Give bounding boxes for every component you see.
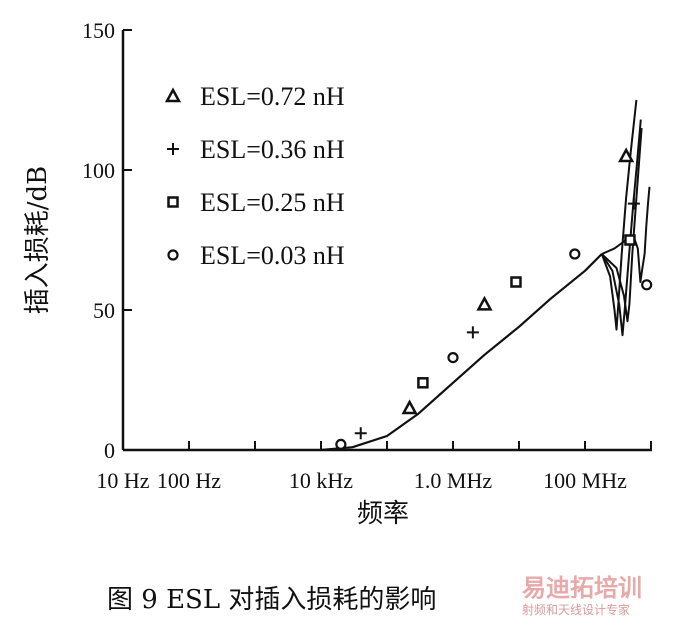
marker-triangle: [618, 147, 635, 163]
marker-square: [624, 234, 636, 246]
marker-circle: [641, 279, 653, 291]
series-lines: [320, 99, 651, 452]
legend-label: ESL=0.72 nH: [200, 82, 345, 111]
series-line-triangle: [600, 99, 638, 331]
x-ticks: 10 Hz 100 Hz 10 kHz 1.0 MHz 100 MHz: [96, 441, 652, 493]
x-tick-label: 10 Hz: [96, 468, 149, 493]
legend-label: ESL=0.36 nH: [200, 135, 345, 164]
watermark-sub: 射频和天线设计专家: [522, 602, 630, 617]
y-ticks: 0 50 100 150: [82, 18, 132, 463]
marker-plus: [354, 427, 367, 440]
y-tick-label: 0: [104, 438, 115, 463]
legend-label: ESL=0.03 nH: [200, 241, 345, 270]
x-tick-label: 100 MHz: [543, 468, 627, 493]
marker-triangle: [401, 399, 418, 415]
marker-square: [510, 276, 522, 288]
legend: ESL=0.72 nH ESL=0.36 nH ESL=0.25 nH ESL=0.0…: [164, 82, 345, 270]
caption: 图 9 ESL 对插入损耗的影响: [107, 585, 436, 615]
legend-marker-plus: [167, 143, 179, 155]
watermark-main: 易迪拓培训: [522, 574, 642, 602]
marker-circle: [447, 352, 459, 364]
y-axis-title: 插入损耗/dB: [23, 166, 53, 315]
x-tick-label: 1.0 MHz: [414, 468, 492, 493]
marker-circle: [335, 438, 347, 450]
series-line-plus: [600, 119, 642, 337]
series-line-circle: [601, 186, 651, 283]
y-tick-label: 100: [82, 158, 115, 183]
x-axis-title: 频率: [357, 499, 409, 529]
legend-marker-circle: [167, 249, 179, 261]
legend-marker-triangle: [164, 87, 182, 103]
y-tick-label: 50: [93, 298, 115, 323]
marker-triangle: [476, 295, 493, 311]
legend-label: ESL=0.25 nH: [200, 188, 345, 217]
y-tick-label: 150: [82, 18, 115, 43]
legend-marker-square: [167, 196, 179, 208]
x-tick-label: 10 kHz: [289, 468, 353, 493]
series-markers: [335, 147, 653, 450]
marker-plus: [466, 326, 479, 339]
watermark-logo: 易迪拓培训 射频和天线设计专家: [522, 574, 642, 617]
marker-plus: [627, 197, 640, 210]
series-line-common-rise: [320, 253, 603, 452]
marker-square: [417, 377, 429, 389]
marker-circle: [569, 248, 581, 260]
series-line-square: [601, 127, 643, 323]
x-tick-label: 100 Hz: [157, 468, 221, 493]
